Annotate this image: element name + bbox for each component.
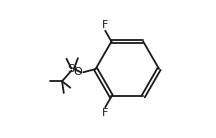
Text: O: O <box>73 67 82 77</box>
Text: F: F <box>102 20 108 30</box>
Text: F: F <box>102 108 108 118</box>
Text: Si: Si <box>68 64 78 74</box>
